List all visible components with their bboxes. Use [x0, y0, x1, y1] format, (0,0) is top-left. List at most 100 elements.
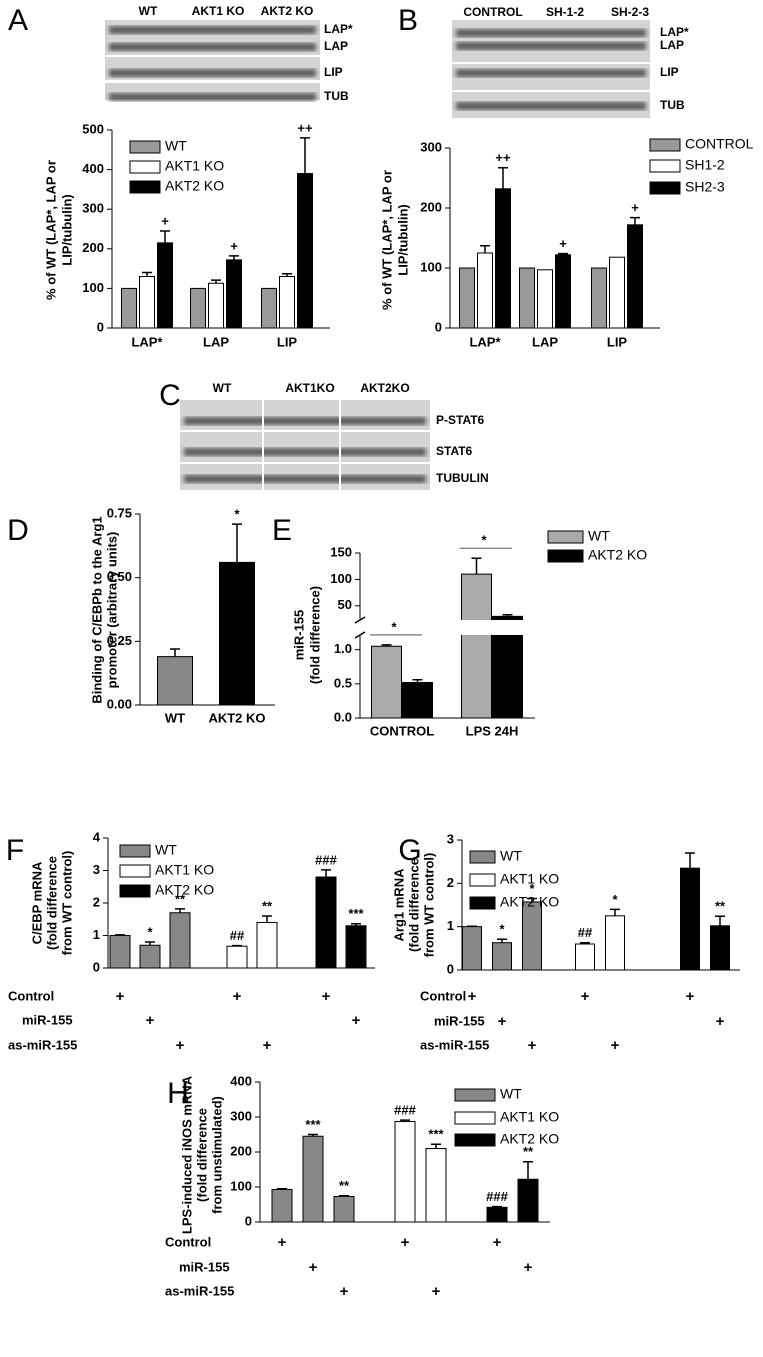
error-bar [471, 557, 482, 575]
blot-band [109, 43, 316, 51]
blot-band [184, 448, 426, 456]
band-label: STAT6 [436, 444, 473, 458]
significance-label: ++ [495, 150, 511, 165]
y-axis-label: LIP/tubulin) [395, 204, 410, 275]
band-label: TUB [324, 89, 349, 103]
error-bar [498, 167, 508, 189]
error-bar [175, 908, 185, 913]
y-tick-label: 0.25 [107, 633, 132, 648]
bar [279, 276, 295, 329]
x-tick-label: LAP [203, 334, 229, 349]
legend-label: SH2-3 [685, 179, 725, 195]
significance-label: ++ [297, 120, 313, 135]
x-tick-label: LAP [532, 334, 558, 349]
x-tick-label: LIP [277, 334, 298, 349]
x-tick-label: LPS 24H [466, 723, 519, 738]
lane-label: AKT1KO [285, 381, 334, 395]
x-tick-label: CONTROL [370, 723, 434, 738]
bar [226, 259, 242, 329]
lane-label: AKT1 KO [192, 4, 245, 18]
condition-mark: + [493, 1234, 502, 1251]
bar [261, 287, 277, 329]
y-axis-label: from WT control) [421, 853, 436, 958]
y-tick-label: 300 [230, 1108, 252, 1123]
legend-swatch [454, 1088, 496, 1102]
lane-label: AKT2 KO [261, 4, 314, 18]
y-tick-label: 0 [435, 319, 442, 334]
lane-label: CONTROL [463, 5, 522, 19]
y-tick-label: 0.5 [334, 675, 352, 690]
band-label: TUB [660, 98, 685, 112]
bar [315, 876, 337, 969]
bar [575, 943, 595, 971]
y-tick-label: 100 [230, 1178, 252, 1193]
bar [226, 945, 248, 969]
significance-label: + [161, 213, 169, 228]
legend-swatch [129, 140, 161, 154]
error-bar [351, 923, 361, 926]
y-tick-label: 0.50 [107, 569, 132, 584]
lane-label: AKT2KO [360, 381, 409, 395]
y-tick-label: 0.0 [334, 709, 352, 724]
bar [157, 656, 193, 706]
bar [555, 254, 571, 329]
y-axis-label: (fold difference) [307, 586, 322, 684]
legend-swatch [119, 884, 151, 898]
condition-mark: + [611, 1037, 620, 1054]
blot-band [184, 475, 426, 483]
panel-letter: G [398, 834, 421, 867]
blot-band [109, 26, 316, 34]
significance-label: ** [523, 1144, 534, 1159]
significance-label: * [147, 924, 153, 939]
legend-label: AKT1 KO [165, 158, 224, 174]
significance-label: ## [230, 928, 245, 943]
break-mark [354, 631, 366, 639]
y-tick-label: 1 [447, 918, 454, 933]
condition-mark: + [524, 1259, 533, 1276]
condition-mark: + [716, 1013, 725, 1030]
y-axis-label: (fold difference [44, 856, 59, 950]
y-tick-label: 300 [82, 201, 104, 216]
y-axis-label: LPS-induced iNOS mRNA [179, 1075, 194, 1234]
legend-label: AKT2 KO [500, 894, 559, 910]
blot-band [456, 29, 646, 37]
bar [627, 224, 643, 329]
y-tick-label: 0.75 [107, 505, 132, 520]
y-tick-label: 0 [245, 1213, 252, 1228]
y-tick-label: 500 [82, 121, 104, 136]
condition-mark: + [322, 988, 331, 1005]
legend-label: SH1-2 [685, 157, 725, 173]
bar [462, 926, 482, 971]
y-axis-label: % of WT (LAP*, LAP or [379, 170, 394, 310]
blot-strip [180, 400, 430, 430]
y-tick-label: 300 [420, 139, 442, 154]
band-label: LAP* [324, 22, 353, 36]
error-bar [142, 271, 152, 277]
condition-label: Control [165, 1234, 211, 1249]
panel-letter: D [7, 514, 29, 547]
bar [394, 1121, 416, 1223]
error-bar [580, 941, 590, 944]
blot-band [109, 69, 316, 77]
legend-label: AKT2 KO [500, 1131, 559, 1147]
significance-label: + [559, 236, 567, 251]
error-bar [523, 1161, 533, 1180]
bar [459, 267, 475, 329]
significance-label: * [481, 533, 487, 548]
error-bar [502, 614, 513, 617]
x-tick-label: LAP* [131, 334, 163, 349]
error-bar [321, 869, 331, 877]
bar [609, 256, 625, 329]
condition-mark: + [278, 1234, 287, 1251]
significance-label: ** [262, 898, 273, 913]
y-axis-label: Binding of C/EBPb to the Arg1 [89, 516, 104, 703]
significance-label: * [391, 619, 397, 634]
condition-label: miR-155 [22, 1012, 73, 1027]
y-tick-label: 200 [230, 1143, 252, 1158]
error-bar [339, 1195, 349, 1197]
legend-swatch [119, 864, 151, 878]
bar [169, 912, 191, 969]
significance-label: *** [348, 906, 364, 921]
error-bar [262, 915, 272, 923]
blot-band [456, 102, 646, 110]
